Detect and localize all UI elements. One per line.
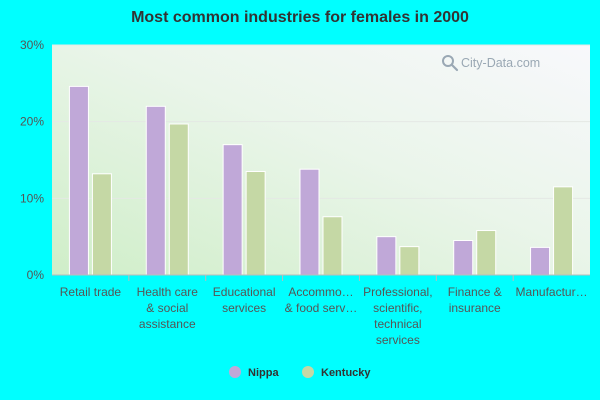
category-label-line: Accommo…: [288, 285, 353, 299]
chart-title: Most common industries for females in 20…: [131, 9, 469, 26]
category-label-line: services: [376, 333, 420, 347]
plot-area: [52, 45, 590, 275]
magnifier-icon: [442, 55, 459, 72]
bar-kentucky: [553, 186, 574, 276]
bar-nippa: [299, 168, 320, 276]
category-label: Retail trade: [60, 285, 122, 299]
bar-kentucky: [168, 123, 189, 276]
y-tick-label: 10%: [20, 191, 44, 205]
bar-kentucky: [476, 230, 497, 276]
category-label: Educational services: [213, 285, 276, 315]
category-label-line: insurance: [449, 301, 501, 315]
bar-nippa: [222, 144, 243, 276]
y-tick-label: 0%: [27, 268, 45, 282]
category-label-line: & social: [146, 301, 188, 315]
legend-label-nippa: Nippa: [248, 367, 279, 379]
bar-kentucky: [245, 171, 266, 276]
bar-nippa: [68, 85, 89, 276]
category-label-line: Health care: [137, 285, 199, 299]
category-label-line: services: [222, 301, 266, 315]
bar-kentucky: [91, 173, 112, 276]
watermark: City-Data.com: [442, 55, 540, 72]
category-label-line: scientific,: [373, 301, 422, 315]
category-label-line: Professional,: [363, 285, 432, 299]
bar-kentucky: [399, 246, 420, 276]
category-label: Finance & insurance: [448, 285, 502, 315]
category-label: Professional, scientific, technical service…: [363, 285, 432, 347]
category-label-line: technical: [374, 317, 421, 331]
legend-swatch-nippa: [229, 366, 241, 378]
legend-label-kentucky: Kentucky: [321, 367, 371, 379]
category-label: Manufactur…: [516, 285, 588, 299]
category-label-line: assistance: [139, 317, 196, 331]
bar-nippa: [145, 105, 166, 276]
bar-nippa: [453, 240, 474, 276]
bar-nippa: [530, 246, 551, 276]
bar-nippa: [376, 236, 397, 276]
bar-kentucky: [322, 216, 343, 276]
category-label-line: Manufactur…: [516, 285, 588, 299]
category-label-line: & food serv…: [285, 301, 358, 315]
y-tick-label: 20%: [20, 115, 44, 129]
watermark-text: City-Data.com: [461, 56, 540, 70]
category-label: Health care & social assistance: [137, 285, 199, 331]
category-label: Accommo… & food serv…: [285, 285, 358, 315]
category-label-line: Retail trade: [60, 285, 122, 299]
legend-swatch-kentucky: [302, 366, 314, 378]
y-tick-label: 30%: [20, 38, 44, 52]
category-label-line: Educational: [213, 285, 276, 299]
category-label-line: Finance &: [448, 285, 502, 299]
